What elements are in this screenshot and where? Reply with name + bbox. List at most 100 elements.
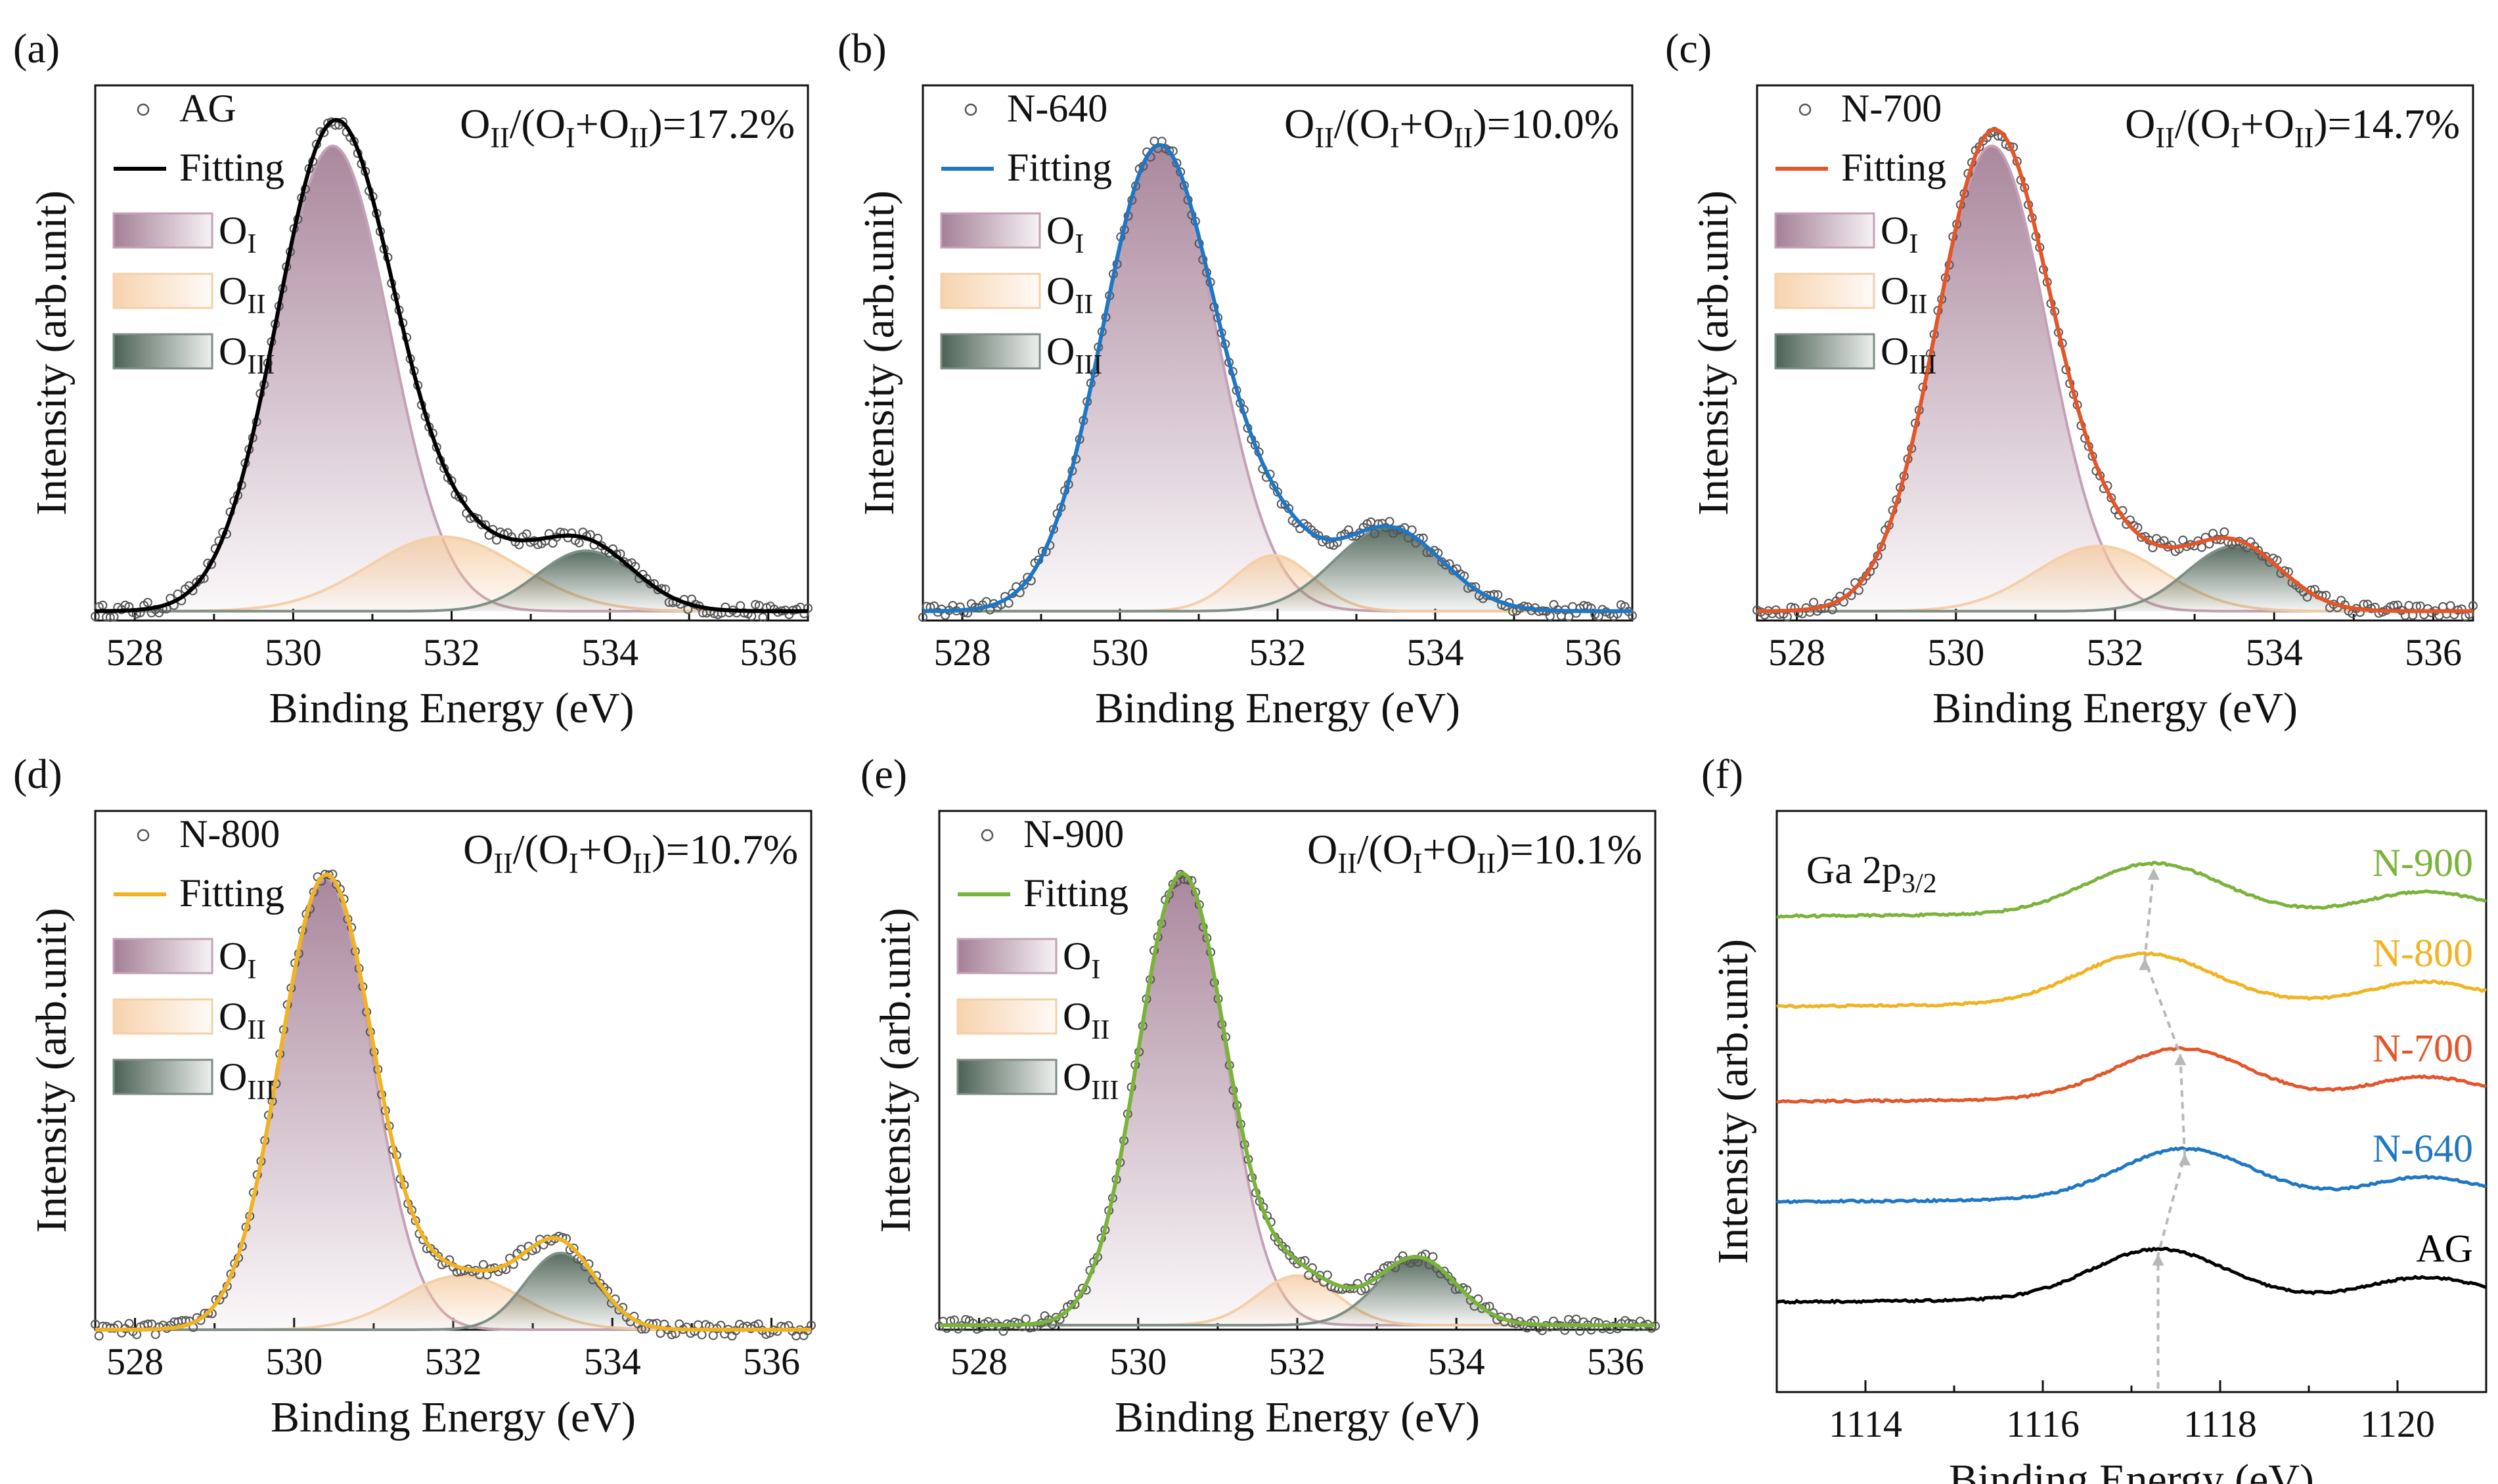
legend-swatch-o1	[956, 938, 1058, 974]
legend-o2-label: OII	[219, 269, 265, 320]
peak-fill-OI	[95, 879, 811, 1330]
legend-data-label: N-640	[1007, 87, 1107, 130]
panel-label: (e)	[860, 751, 907, 797]
ratio-part: +O	[1400, 100, 1454, 147]
legend-main: O	[1063, 995, 1091, 1038]
legend-main: O	[1046, 269, 1075, 313]
legend-o3-label: OIII	[1046, 330, 1102, 380]
x-tick-label: 536	[2405, 631, 2462, 674]
x-tick-label: 528	[106, 1340, 164, 1383]
fit-line	[1757, 127, 2473, 613]
x-tick-label: 530	[1927, 631, 1984, 674]
legend-swatch-o2	[112, 998, 213, 1035]
legend-subscript: III	[1091, 1076, 1119, 1106]
legend-marker	[137, 829, 150, 842]
ratio-part: )=	[1496, 826, 1533, 873]
series-line-AG	[1775, 1246, 2487, 1305]
legend-subscript: III	[247, 350, 275, 380]
legend-main: O	[1046, 330, 1075, 373]
panel-d: 528 530 532 534 536 Binding Energy (eV) Intens…	[13, 751, 816, 1441]
x-tick-label: 1120	[2360, 1403, 2435, 1445]
legend-swatch-o1	[1774, 212, 1875, 249]
legend-main: O	[1046, 209, 1075, 252]
panel-label: (a)	[13, 25, 60, 72]
ratio-part: O	[460, 100, 490, 147]
y-axis-label: Intensity (arb.unit)	[1689, 190, 1737, 515]
data-point	[1564, 612, 1574, 622]
ratio-annotation: OII/(OI+OII)=10.1%	[1307, 826, 1642, 879]
data-point	[646, 579, 656, 588]
legend-subscript: I	[1909, 229, 1918, 259]
legend-data-label: N-800	[179, 812, 280, 856]
x-tick-label: 1118	[2183, 1403, 2257, 1445]
ratio-part: )=	[2313, 100, 2351, 147]
data-point	[1440, 560, 1450, 570]
legend-o1-label: OI	[1881, 209, 1918, 259]
ratio-part: /(O	[510, 100, 566, 147]
legend-subscript: II	[1909, 290, 1927, 320]
x-tick-label: 532	[1249, 631, 1306, 674]
data-point	[434, 1252, 443, 1261]
data-point	[195, 575, 205, 584]
legend-subscript: II	[247, 1015, 265, 1045]
peak-fill-OI	[1757, 146, 2473, 611]
data-point	[1782, 612, 1792, 622]
legend-o3-label: OIII	[1881, 330, 1936, 380]
ratio-part: +O	[2241, 100, 2294, 147]
legend-o2-label: OII	[1881, 269, 1927, 320]
ratio-part: +O	[575, 100, 629, 147]
data-point	[2445, 601, 2455, 611]
panel-label: (d)	[13, 751, 62, 797]
fit-line	[95, 872, 811, 1332]
x-axis-label: Binding Energy (eV)	[269, 684, 634, 732]
series-label-N-640: N-640	[2373, 1127, 2473, 1170]
ratio-sub: II	[1337, 847, 1356, 879]
panel-f: 1114 1116 1118 1120 Binding Energy (eV) Inten…	[1701, 751, 2487, 1484]
legend-subscript: III	[1075, 350, 1102, 380]
data-point	[998, 1326, 1008, 1336]
legend-fit-label: Fitting	[179, 146, 284, 189]
data-point	[1019, 580, 1029, 590]
ratio-annotation: OII/(OI+OII)=17.2%	[460, 100, 795, 154]
ratio-part: O	[1284, 100, 1314, 147]
data-point	[574, 538, 584, 548]
legend-marker	[981, 829, 994, 842]
legend-data-label: AG	[179, 87, 236, 130]
peak-fill-OI	[95, 146, 808, 611]
ratio-sub: II	[493, 847, 512, 879]
legend-main: O	[219, 995, 247, 1038]
title-main: Ga 2p	[1806, 848, 1902, 892]
legend-main: O	[219, 269, 247, 313]
x-tick-label: 532	[2087, 631, 2144, 674]
legend-subscript: I	[247, 955, 256, 985]
x-tick-label: 534	[1407, 631, 1464, 674]
legend-fit-label: Fitting	[1841, 146, 1946, 189]
arrow-head	[2147, 867, 2160, 880]
panel-b: 528 530 532 534 536 Binding Energy (eV) Intens…	[837, 25, 1637, 732]
arrow-head	[2139, 958, 2151, 971]
data-points	[1752, 127, 2478, 622]
fit-line	[939, 871, 1655, 1328]
legend-o1-label: OI	[1063, 934, 1100, 985]
legend-o1-label: OI	[219, 934, 256, 985]
ratio-sub: II	[633, 847, 652, 879]
peak-fill-OII	[923, 555, 1632, 611]
data-point	[569, 1243, 579, 1253]
arrow-head	[2174, 1053, 2187, 1066]
ratio-sub: II	[2155, 121, 2174, 154]
y-axis-label: Intensity (arb.unit)	[28, 908, 76, 1233]
data-points	[918, 137, 1637, 622]
ratio-sub: II	[1477, 847, 1496, 879]
legend-main: O	[219, 330, 247, 373]
x-tick-label: 532	[1269, 1340, 1326, 1383]
legend-swatch-o2	[956, 998, 1058, 1035]
data-point	[1493, 590, 1503, 600]
peak-fill-OI	[923, 146, 1632, 611]
legend-swatch-o2	[1774, 273, 1875, 309]
series-line-N-800	[1776, 951, 2487, 1009]
data-point	[693, 1320, 703, 1330]
x-axis-label: Binding Energy (eV)	[1949, 1456, 2314, 1484]
legend-fit-label: Fitting	[1007, 146, 1112, 189]
legend-o2-label: OII	[219, 995, 265, 1045]
arrow-head	[2179, 1153, 2191, 1166]
